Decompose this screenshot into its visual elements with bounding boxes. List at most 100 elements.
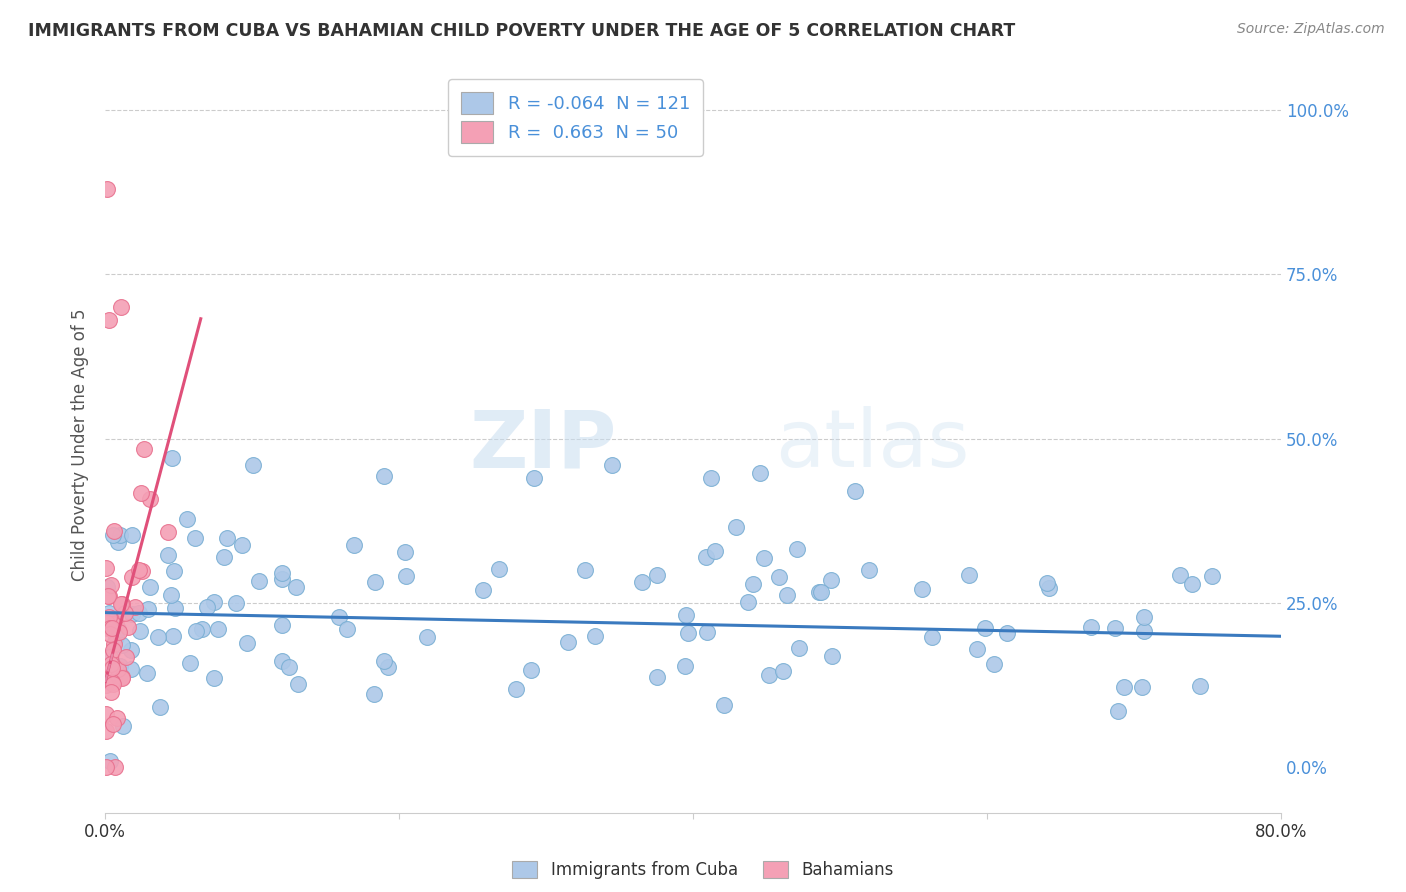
Point — [631, 575, 654, 590]
Point — [96, 673, 118, 688]
Point — [105, 616, 128, 631]
Point — [195, 599, 218, 614]
Point — [1168, 567, 1191, 582]
Point — [110, 638, 132, 652]
Point — [96, 615, 118, 630]
Point — [108, 624, 131, 639]
Point — [96, 182, 118, 196]
Point — [100, 674, 122, 689]
Point — [1038, 581, 1060, 595]
Point — [184, 624, 207, 638]
Point — [704, 544, 727, 558]
Point — [139, 492, 162, 507]
Point — [202, 595, 225, 609]
Point — [212, 549, 235, 564]
Point — [768, 570, 790, 584]
Point — [270, 618, 292, 632]
Point — [94, 678, 117, 692]
Point — [104, 760, 127, 774]
Point — [523, 471, 546, 485]
Point — [742, 577, 765, 591]
Point — [128, 606, 150, 620]
Point — [287, 677, 309, 691]
Point — [98, 621, 121, 635]
Point — [98, 648, 121, 663]
Point — [1104, 621, 1126, 635]
Point — [363, 688, 385, 702]
Point — [844, 484, 866, 499]
Point — [270, 572, 292, 586]
Point — [156, 525, 179, 540]
Point — [225, 596, 247, 610]
Point — [247, 574, 270, 589]
Point — [673, 659, 696, 673]
Point — [111, 719, 134, 733]
Point — [377, 659, 399, 673]
Point — [675, 607, 697, 622]
Point — [101, 616, 124, 631]
Point — [100, 657, 122, 671]
Point — [183, 531, 205, 545]
Point — [957, 568, 980, 582]
Point — [121, 527, 143, 541]
Point — [111, 597, 134, 611]
Point — [191, 622, 214, 636]
Point — [160, 588, 183, 602]
Point — [108, 670, 131, 684]
Point — [163, 601, 186, 615]
Point — [114, 607, 136, 621]
Point — [103, 637, 125, 651]
Point — [103, 524, 125, 538]
Legend: Immigrants from Cuba, Bahamians: Immigrants from Cuba, Bahamians — [508, 855, 898, 884]
Point — [974, 621, 997, 635]
Point — [786, 542, 808, 557]
Point — [343, 538, 366, 552]
Point — [96, 589, 118, 603]
Point — [101, 717, 124, 731]
Point — [699, 471, 721, 485]
Point — [858, 563, 880, 577]
Point — [1188, 679, 1211, 693]
Point — [772, 665, 794, 679]
Point — [162, 451, 184, 466]
Point — [120, 643, 142, 657]
Point — [149, 700, 172, 714]
Point — [105, 711, 128, 725]
Point — [574, 563, 596, 577]
Point — [105, 630, 128, 644]
Point — [278, 660, 301, 674]
Point — [163, 564, 186, 578]
Point — [1036, 575, 1059, 590]
Point — [231, 538, 253, 552]
Point — [100, 685, 122, 699]
Y-axis label: Child Poverty Under the Age of 5: Child Poverty Under the Age of 5 — [72, 309, 89, 582]
Point — [394, 545, 416, 559]
Point — [235, 636, 257, 650]
Point — [921, 630, 943, 644]
Point — [472, 583, 495, 598]
Point — [645, 670, 668, 684]
Point — [1201, 569, 1223, 583]
Point — [111, 670, 134, 684]
Point — [128, 563, 150, 577]
Point — [148, 630, 170, 644]
Point — [110, 597, 132, 611]
Point — [1133, 624, 1156, 638]
Point — [179, 657, 201, 671]
Point — [94, 760, 117, 774]
Point — [110, 300, 132, 314]
Point — [725, 520, 748, 534]
Point — [135, 666, 157, 681]
Point — [1130, 680, 1153, 694]
Point — [101, 621, 124, 635]
Point — [328, 609, 350, 624]
Point — [557, 635, 579, 649]
Point — [101, 643, 124, 657]
Point — [787, 641, 810, 656]
Point — [107, 663, 129, 677]
Point — [207, 623, 229, 637]
Text: atlas: atlas — [775, 406, 970, 484]
Point — [108, 527, 131, 541]
Text: ZIP: ZIP — [470, 406, 617, 484]
Point — [1180, 577, 1202, 591]
